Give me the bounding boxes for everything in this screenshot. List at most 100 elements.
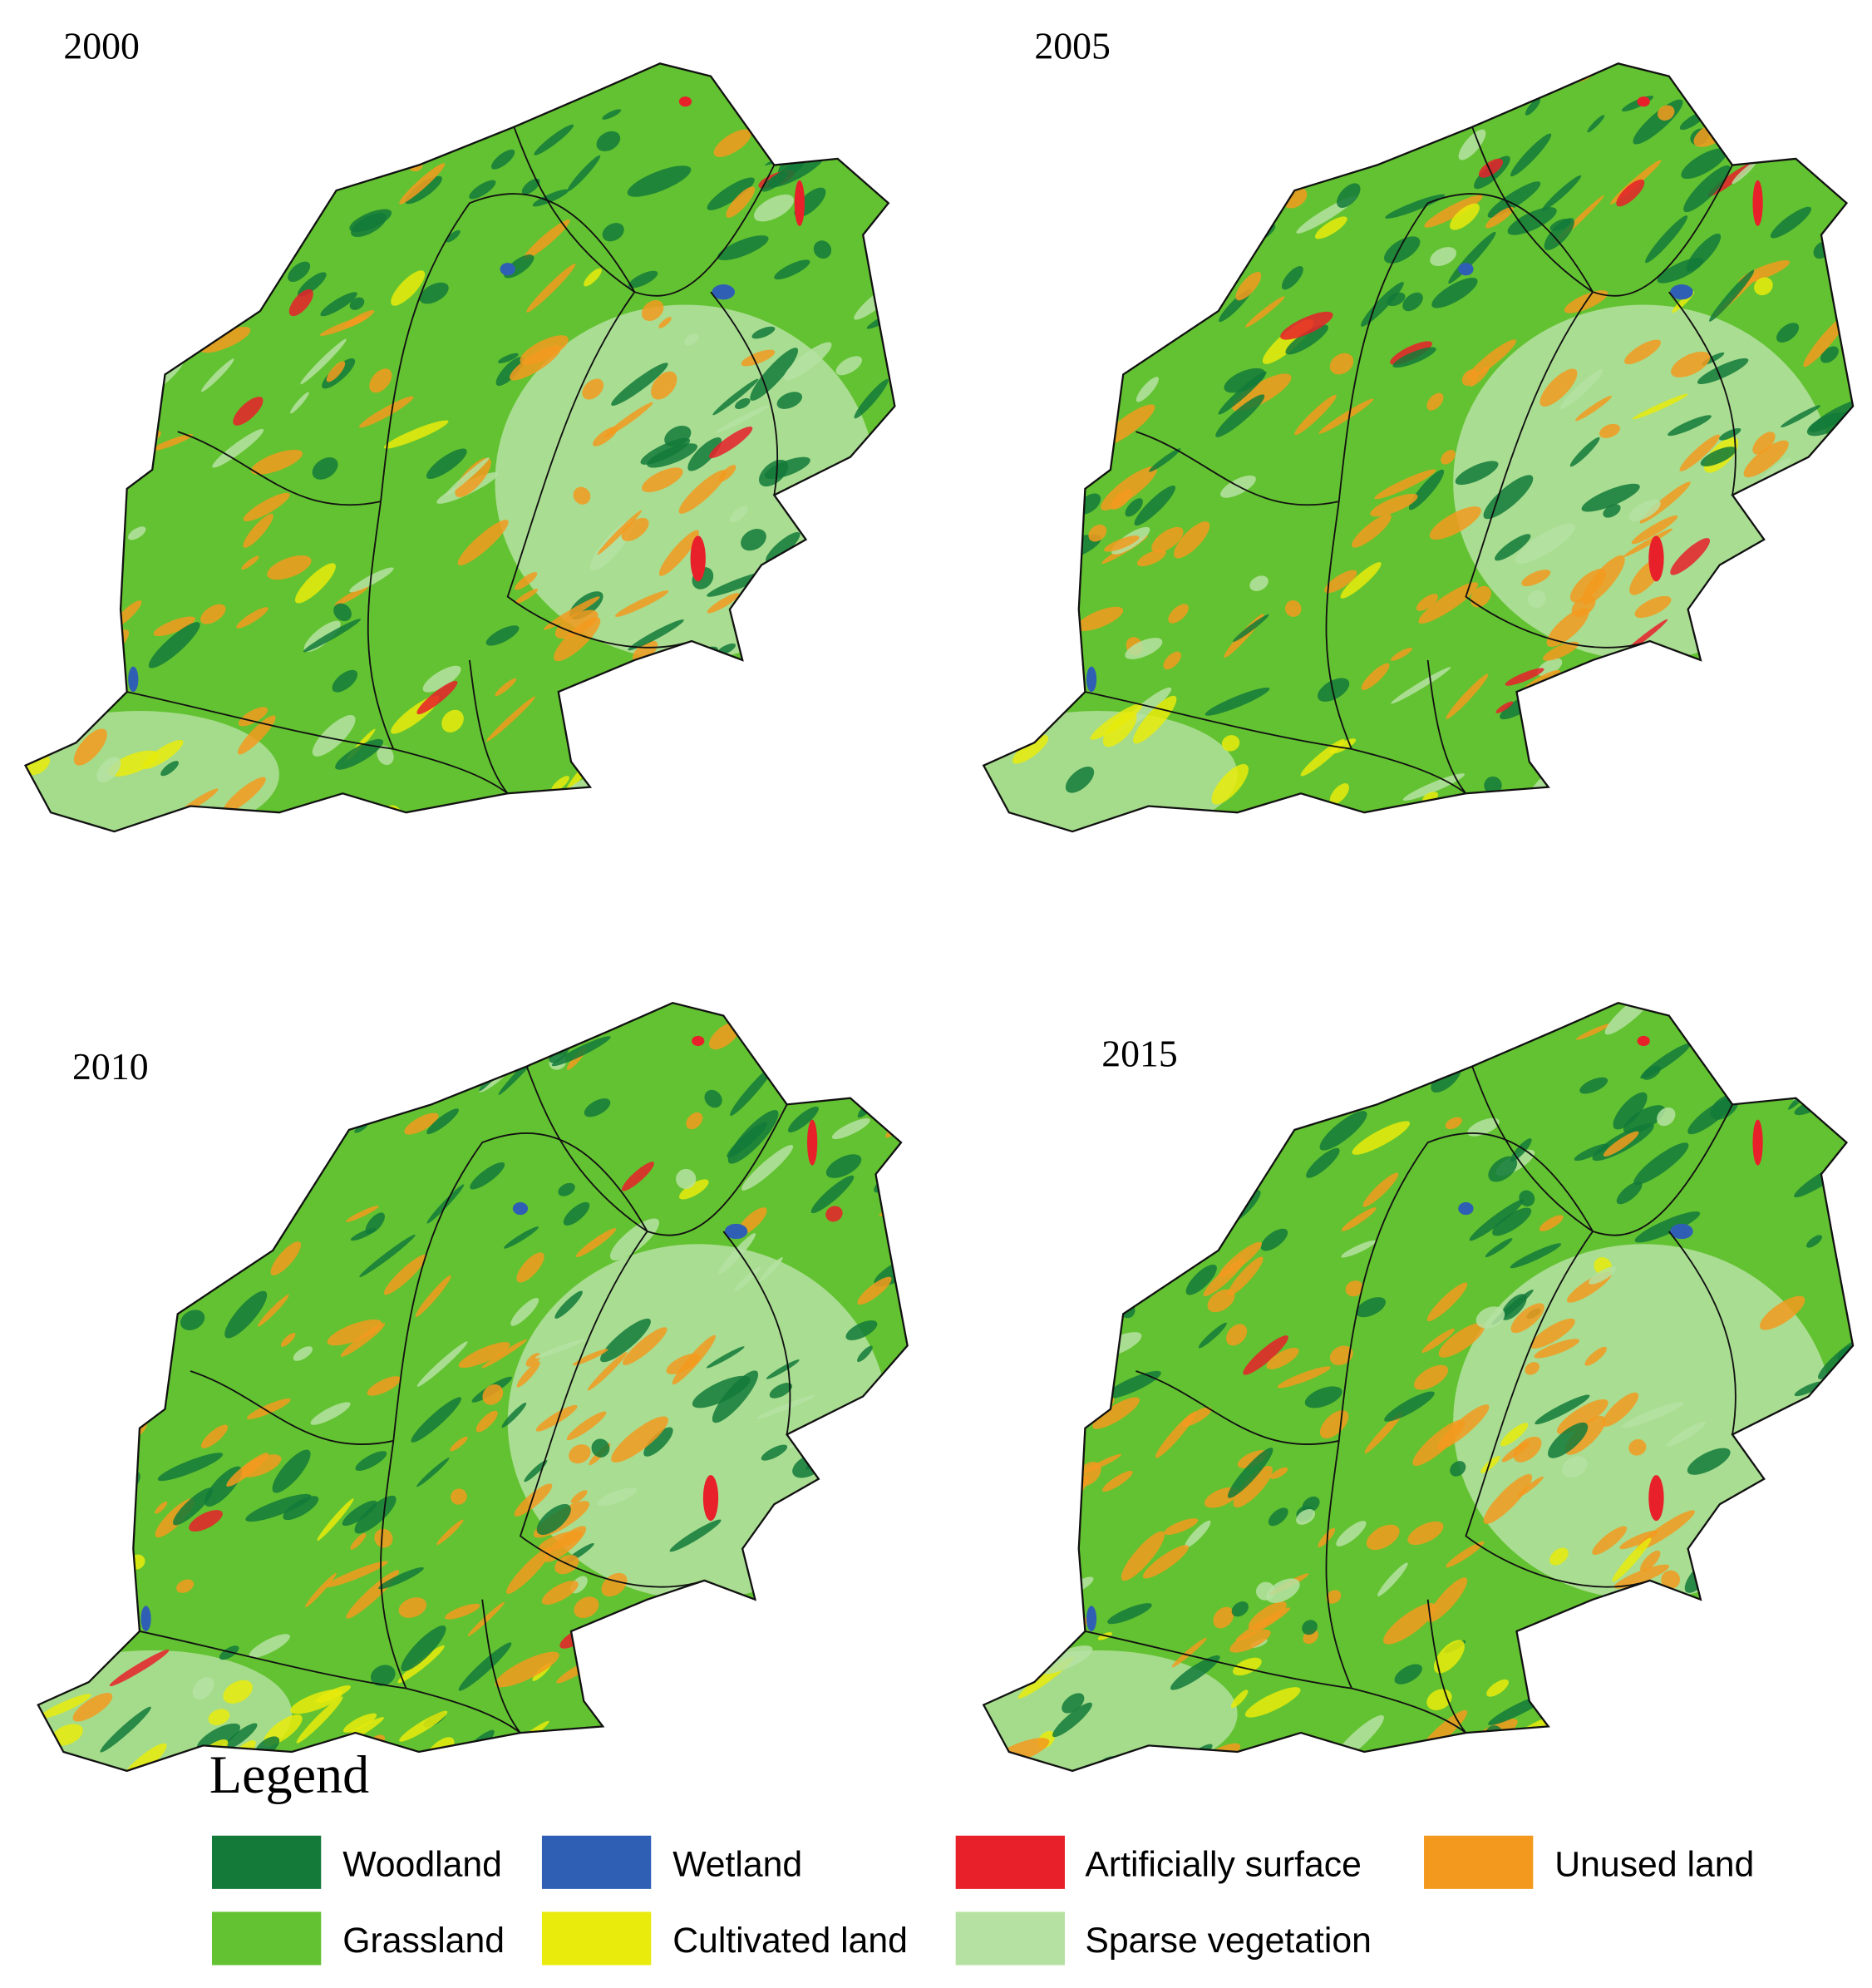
land-patch (157, 1453, 224, 1482)
land-patch (754, 1010, 776, 1029)
land-patch (467, 1601, 505, 1636)
land-patch (535, 1339, 585, 1359)
land-patch (1393, 78, 1426, 104)
land-patch (288, 261, 311, 282)
land-patch (383, 420, 449, 449)
land-patch (672, 1334, 716, 1385)
land-patch (1356, 1297, 1387, 1318)
land-patch (65, 385, 80, 398)
land-patch (1600, 673, 1619, 691)
land-patch (43, 1007, 75, 1029)
land-patch (1637, 1035, 1650, 1047)
land-patch (272, 1449, 311, 1493)
land-patch (871, 1565, 905, 1597)
land-patch (422, 665, 461, 693)
land-patch (469, 180, 496, 200)
land-patch (1466, 339, 1517, 380)
land-patch (1648, 1475, 1664, 1522)
land-patch (1560, 1701, 1607, 1727)
land-patch (1352, 514, 1392, 548)
land-patch (544, 1526, 587, 1562)
land-patch (1604, 1003, 1656, 1035)
land-patch (1387, 292, 1406, 307)
land-patch (1205, 1179, 1239, 1211)
land-patch (642, 467, 683, 493)
land-patch (1421, 1328, 1456, 1354)
land-patch (756, 649, 816, 683)
land-patch (761, 1444, 788, 1461)
land-patch (523, 220, 570, 260)
land-patch (781, 552, 830, 594)
land-patch (503, 1226, 539, 1249)
land-patch (571, 718, 597, 737)
land-patch (1054, 185, 1071, 200)
land-patch (312, 715, 356, 757)
land-patch (1761, 694, 1784, 711)
land-patch (1389, 86, 1436, 117)
land-patch (1569, 569, 1606, 603)
land-patch (828, 1492, 882, 1535)
land-patch (1437, 1404, 1490, 1450)
land-patch (1666, 1421, 1707, 1447)
land-patch (1487, 181, 1541, 218)
land-patch (1628, 1439, 1647, 1456)
land-patch (1719, 427, 1741, 441)
district-boundary (506, 291, 692, 649)
land-patch (602, 109, 622, 120)
land-patch (450, 1027, 475, 1047)
land-patch (1168, 604, 1189, 624)
land-patch (86, 126, 131, 152)
land-patch (441, 709, 464, 733)
land-patch (1207, 1289, 1235, 1313)
land-patch (1724, 1523, 1742, 1538)
land-patch (1337, 63, 1378, 86)
land-patch (397, 1645, 445, 1684)
land-patch (1700, 446, 1737, 466)
land-patch (500, 63, 551, 89)
land-patch (1329, 353, 1354, 375)
land-patch (877, 466, 895, 486)
map-panel (37, 1001, 909, 1773)
land-patch (1485, 206, 1514, 229)
land-patch (342, 1713, 377, 1733)
land-patch (1396, 1024, 1450, 1054)
land-patch (713, 802, 758, 830)
district-boundary (1337, 193, 1594, 502)
land-patch (785, 1523, 800, 1539)
land-patch (355, 1451, 387, 1472)
district-boundary (1668, 1231, 1737, 1435)
land-patch (478, 1035, 500, 1058)
land-patch (1548, 1422, 1589, 1458)
land-patch (709, 427, 753, 459)
land-patch (1469, 1199, 1525, 1241)
land-patch (993, 1013, 1022, 1034)
land-patch (1708, 747, 1770, 772)
land-patch (1123, 1097, 1175, 1135)
land-patch (521, 178, 540, 195)
land-patch (303, 619, 362, 653)
land-patch (501, 1402, 527, 1428)
land-patch (1844, 1553, 1854, 1571)
land-patch (1174, 521, 1210, 559)
land-patch (245, 1493, 312, 1522)
land-patch (1025, 119, 1071, 150)
land-patch (1163, 651, 1181, 670)
land-patch (678, 470, 727, 514)
land-patch (1185, 264, 1201, 279)
land-patch (551, 1036, 611, 1067)
land-patch (1539, 368, 1578, 407)
land-patch (717, 235, 769, 261)
land-patch (600, 1318, 651, 1363)
land-patch (746, 1631, 773, 1661)
land-patch (1637, 96, 1650, 107)
land-patch (815, 1731, 856, 1771)
land-patch (1780, 656, 1805, 682)
land-patch (1679, 434, 1721, 471)
land-patch (354, 1495, 397, 1534)
land-patch (812, 1043, 845, 1059)
land-patch (623, 1327, 668, 1365)
land-patch (862, 1017, 903, 1046)
land-patch (810, 91, 835, 120)
land-patch (984, 688, 1039, 736)
land-patch (49, 602, 109, 643)
